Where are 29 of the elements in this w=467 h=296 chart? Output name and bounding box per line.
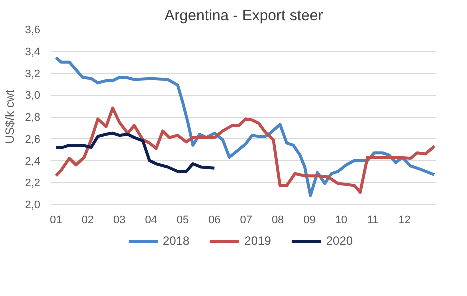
chart-title: Argentina - Export steer (164, 8, 324, 24)
x-tick-label: 03 (114, 214, 126, 226)
y-tick-label: 3,2 (25, 68, 41, 80)
x-tick-label: 11 (367, 214, 379, 226)
x-tick-label: 09 (304, 214, 316, 226)
y-tick-label: 3,6 (25, 24, 41, 36)
line-series (54, 106, 436, 194)
y-axis-title: US$/k cwt (3, 89, 18, 144)
x-tick-label: 08 (272, 214, 284, 226)
line-series (54, 132, 216, 174)
legend-label: 2019 (244, 234, 272, 248)
line-series (54, 56, 436, 198)
y-tick-label: 2,0 (25, 200, 41, 212)
x-tick-label: 01 (50, 214, 62, 226)
x-tick-label: 06 (208, 214, 221, 226)
y-tick-label: 3,0 (25, 90, 41, 102)
x-tick-label: 02 (82, 214, 94, 226)
x-tick-label: 10 (335, 214, 348, 226)
legend-label: 2020 (326, 234, 354, 248)
y-tick-label: 2,2 (25, 178, 41, 190)
x-tick-label: 07 (240, 214, 253, 226)
y-tick-label: 2,6 (25, 134, 41, 146)
y-tick-label: 3,4 (25, 46, 41, 58)
x-tick-label: 05 (176, 214, 190, 226)
x-tick-label: 04 (145, 214, 158, 226)
y-tick-label: 2,4 (25, 156, 41, 168)
legend-label: 2018 (162, 234, 190, 248)
y-tick-label: 2,8 (25, 112, 41, 124)
x-tick-label: 12 (398, 214, 411, 226)
